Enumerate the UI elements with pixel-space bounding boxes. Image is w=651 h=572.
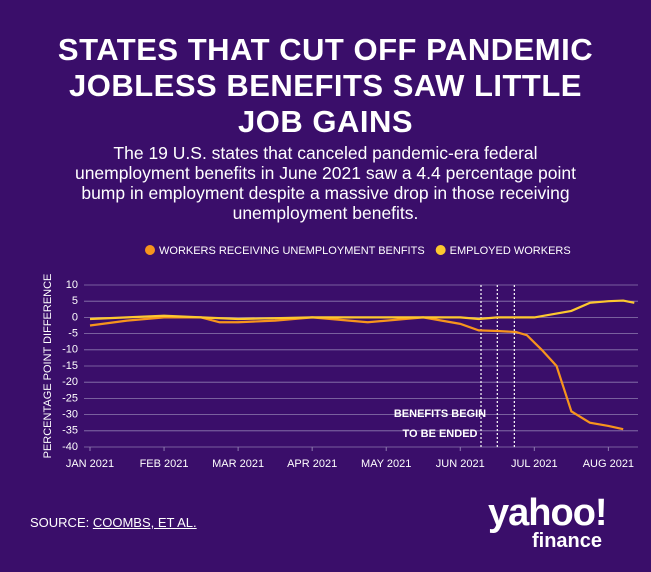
source-link[interactable]: COOMBS, ET AL.	[92, 515, 197, 530]
x-tick-label: MAY 2021	[361, 458, 411, 470]
x-tick-label: FEB 2021	[140, 458, 189, 470]
x-tick-label: JUL 2021	[511, 458, 558, 470]
legend-marker	[145, 245, 155, 255]
legend-label: WORKERS RECEIVING UNEMPLOYMENT BENFITS	[159, 245, 425, 257]
x-tick-label: AUG 2021	[583, 458, 634, 470]
annotation-line-text: TO BE ENDED	[403, 428, 478, 440]
subtitle: The 19 U.S. states that canceled pandemi…	[74, 143, 577, 223]
source-prefix: SOURCE:	[30, 515, 93, 530]
title: STATES THAT CUT OFF PANDEMIC JOBLESS BEN…	[57, 32, 594, 139]
annotation-line-text: BENEFITS BEGIN	[394, 408, 486, 420]
y-tick-label: 0	[72, 311, 78, 323]
y-tick-label: -15	[62, 360, 78, 372]
series-line	[89, 316, 624, 431]
y-tick-label: -25	[62, 392, 78, 404]
logo: yahoo!	[488, 492, 608, 534]
y-tick-label: 5	[72, 295, 78, 307]
y-tick-label: 10	[66, 279, 78, 291]
annotation: BENEFITS BEGIN TO BE ENDED	[394, 408, 486, 440]
source: SOURCE: COOMBS, ET AL.	[30, 515, 197, 530]
x-tick-label: JAN 2021	[66, 458, 114, 470]
y-tick-label: -5	[68, 328, 78, 340]
series-line	[89, 299, 635, 321]
y-tick-label: -40	[62, 441, 78, 453]
y-axis-label: PERCENTAGE POINT DIFFERENCE	[42, 274, 54, 459]
logo-sub: finance	[532, 530, 603, 552]
x-tick-label: APR 2021	[287, 458, 337, 470]
y-tick-label: -30	[62, 409, 78, 421]
legend-label: EMPLOYED WORKERS	[450, 245, 571, 257]
x-tick-label: JUN 2021	[436, 458, 485, 470]
x-tick-label: MAR 2021	[212, 458, 264, 470]
y-tick-label: -20	[62, 376, 78, 388]
y-tick-label: -35	[62, 425, 78, 437]
legend-marker	[435, 245, 446, 255]
y-tick-label: -10	[62, 344, 78, 356]
